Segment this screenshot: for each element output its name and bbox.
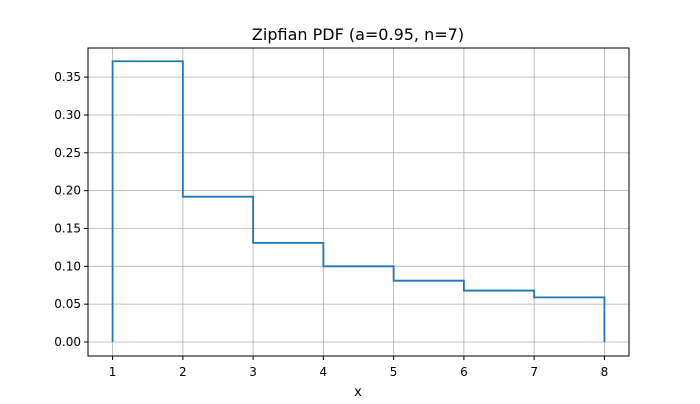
x-tick-label: 6 [460,365,468,379]
y-tick-label: 0.00 [54,335,81,349]
chart-title: Zipfian PDF (a=0.95, n=7) [252,25,464,44]
y-tick-label: 0.20 [54,184,81,198]
y-tick-label: 0.05 [54,297,81,311]
y-tick-label: 0.15 [54,221,81,235]
y-tick-label: 0.30 [54,108,81,122]
x-tick-label: 7 [530,365,538,379]
x-tick-label: 8 [601,365,609,379]
x-tick-label: 2 [179,365,187,379]
x-tick-label: 4 [320,365,328,379]
data-layer [111,60,606,342]
y-tick-label: 0.35 [54,70,81,84]
y-tick-label: 0.25 [54,146,81,160]
grid [88,48,629,356]
x-tick-label: 5 [390,365,398,379]
x-tick-label: 1 [109,365,117,379]
x-axis-label: x [354,385,362,400]
pdf-step-line [111,60,606,342]
y-tick-label: 0.10 [54,259,81,273]
axes: 1 2 3 4 5 6 7 8 0.00 0.05 0.10 0.15 0.20 0.25 0.30 0.35 [54,70,608,379]
plot-frame [87,47,630,357]
x-tick-label: 3 [249,365,257,379]
